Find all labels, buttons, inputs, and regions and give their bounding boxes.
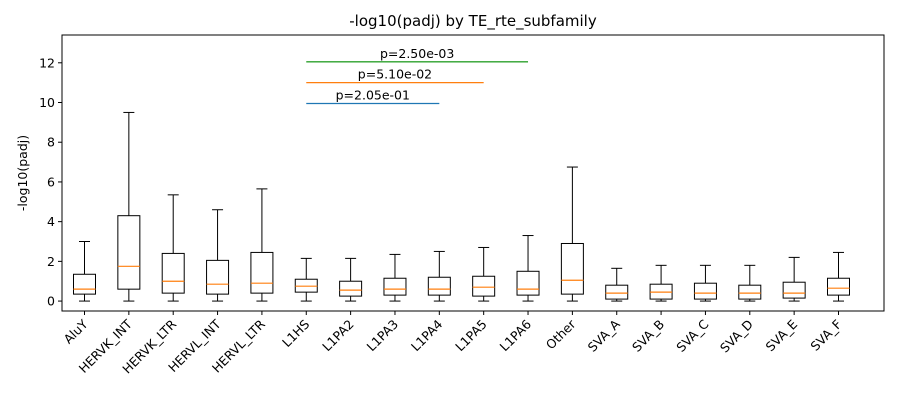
box xyxy=(693,282,717,300)
x-tick-label: SVA_E xyxy=(763,316,801,354)
chart-title: -log10(padj) by TE_rte_subfamily xyxy=(349,12,597,31)
x-tick-label: SVA_F xyxy=(807,317,844,354)
box xyxy=(73,273,96,295)
box xyxy=(206,259,230,295)
box xyxy=(605,284,629,300)
box xyxy=(161,252,185,294)
annotation-label: p=2.50e-03 xyxy=(380,46,454,61)
y-tick-label: 4 xyxy=(47,214,55,229)
y-tick-label: 6 xyxy=(47,174,55,189)
x-tick-label: AluY xyxy=(61,316,91,346)
x-tick-label: SVA_B xyxy=(629,317,667,355)
box xyxy=(782,281,806,299)
x-tick-label: L1PA2 xyxy=(319,317,357,355)
x-tick-label: SVA_C xyxy=(673,316,712,355)
plot-area: 024681012AluYHERVK_INTHERVK_LTRHERVL_INT… xyxy=(39,46,850,377)
box xyxy=(383,277,407,296)
box xyxy=(516,270,540,296)
plot-frame xyxy=(61,34,885,312)
box xyxy=(560,242,584,295)
box xyxy=(827,277,850,296)
box xyxy=(339,280,363,297)
y-tick-label: 10 xyxy=(39,95,55,110)
y-axis-label: -log10(padj) xyxy=(15,135,30,211)
x-tick-label: L1PA6 xyxy=(497,316,535,354)
y-tick-label: 12 xyxy=(39,55,55,70)
x-tick-label: SVA_D xyxy=(717,317,756,356)
annotation-label: p=5.10e-02 xyxy=(358,67,432,82)
box xyxy=(738,284,762,300)
x-tick-label: L1PA4 xyxy=(408,316,446,354)
box xyxy=(250,251,274,294)
box xyxy=(427,276,451,296)
y-tick-label: 8 xyxy=(47,135,55,150)
box xyxy=(117,215,141,290)
x-tick-label: L1HS xyxy=(279,316,312,349)
x-tick-label: Other xyxy=(543,316,579,352)
box xyxy=(472,275,496,297)
x-tick-label: L1PA3 xyxy=(363,317,401,355)
y-tick-label: 0 xyxy=(47,294,55,309)
y-tick-label: 2 xyxy=(47,254,55,269)
x-tick-label: L1PA5 xyxy=(452,317,490,355)
x-tick-label: SVA_A xyxy=(585,316,624,355)
annotation-label: p=2.05e-01 xyxy=(336,88,410,103)
